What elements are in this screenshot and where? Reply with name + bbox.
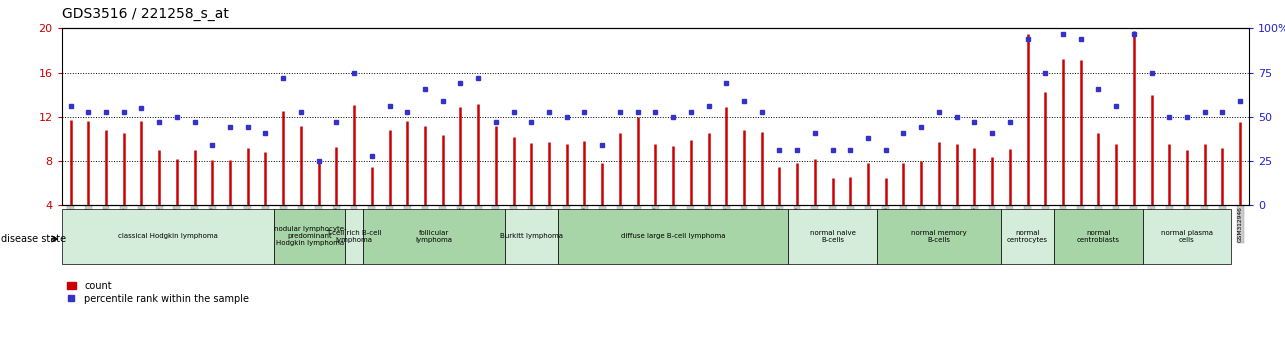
Bar xyxy=(558,209,788,264)
Text: normal naive
B-cells: normal naive B-cells xyxy=(810,230,856,243)
Text: GDS3516 / 221258_s_at: GDS3516 / 221258_s_at xyxy=(62,7,229,21)
Bar xyxy=(788,209,876,264)
Text: T-cell rich B-cell
lymphoma: T-cell rich B-cell lymphoma xyxy=(326,230,382,243)
Text: follicular
lymphoma: follicular lymphoma xyxy=(415,230,452,243)
Text: normal
centrocytes: normal centrocytes xyxy=(1007,230,1049,243)
Text: classical Hodgkin lymphoma: classical Hodgkin lymphoma xyxy=(118,233,218,239)
Text: normal memory
B-cells: normal memory B-cells xyxy=(911,230,966,243)
Text: disease state: disease state xyxy=(1,234,67,244)
Bar xyxy=(274,209,346,264)
Bar xyxy=(1001,209,1054,264)
Bar xyxy=(1054,209,1142,264)
Bar xyxy=(1142,209,1231,264)
Legend: count, percentile rank within the sample: count, percentile rank within the sample xyxy=(67,281,249,304)
Text: normal
centroblasts: normal centroblasts xyxy=(1077,230,1121,243)
Bar xyxy=(346,209,362,264)
Text: nodular lymphocyte-
predominant
Hodgkin lymphoma: nodular lymphocyte- predominant Hodgkin … xyxy=(274,226,346,246)
Bar xyxy=(362,209,505,264)
Text: normal plasma
cells: normal plasma cells xyxy=(1160,230,1213,243)
Bar xyxy=(62,209,274,264)
Bar xyxy=(505,209,558,264)
Bar xyxy=(876,209,1001,264)
Text: diffuse large B-cell lymphoma: diffuse large B-cell lymphoma xyxy=(621,233,725,239)
Text: Burkitt lymphoma: Burkitt lymphoma xyxy=(500,233,563,239)
